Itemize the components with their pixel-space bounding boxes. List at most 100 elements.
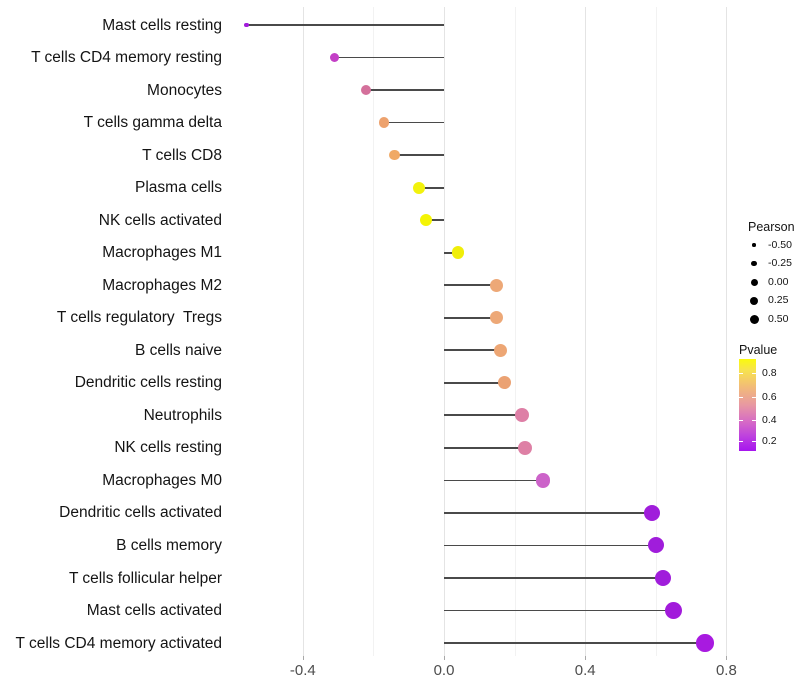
gridline-major [585, 7, 587, 656]
lollipop-stick [366, 89, 444, 91]
lollipop-dot [490, 278, 504, 292]
gridline-major [302, 7, 304, 656]
row-label: Macrophages M0 [102, 471, 222, 489]
lollipop-stick [444, 512, 653, 514]
pvalue-tick-label: 0.2 [762, 434, 777, 447]
row-label: Dendritic cells resting [74, 374, 222, 392]
row-label: T cells regulatory Tregs [56, 309, 222, 327]
row-label: T cells follicular helper [68, 569, 222, 587]
pvalue-gradient-bar [739, 359, 756, 451]
x-axis-tick [302, 656, 304, 660]
row-label: B cells naive [134, 341, 222, 359]
row-label: NK cells resting [114, 439, 222, 457]
lollipop-stick [444, 316, 497, 319]
lollipop-dot [361, 85, 372, 96]
row-label: Mast cells resting [102, 16, 222, 34]
lollipop-dot [493, 343, 507, 357]
pvalue-bar-tick [739, 396, 743, 399]
pvalue-tick-label: 0.6 [762, 390, 777, 403]
row-label: Macrophages M1 [102, 244, 222, 262]
pvalue-bar-tick [739, 440, 743, 443]
pvalue-bar-tick [752, 396, 756, 399]
lollipop-stick [444, 381, 504, 384]
x-axis-tick-label: 0.8 [715, 662, 737, 679]
legend-pearson-label: 0.25 [768, 294, 789, 307]
legend-pearson-title: Pearson [748, 220, 795, 234]
lollipop-dot [490, 311, 504, 325]
x-axis-tick [444, 656, 445, 660]
lollipop-stick [246, 24, 444, 26]
row-label: NK cells activated [98, 211, 222, 229]
gridline-major [726, 7, 728, 656]
lollipop-dot [497, 376, 511, 390]
gridline-minor [373, 7, 375, 656]
lollipop-stick [444, 349, 501, 352]
legend-pearson-dot [749, 314, 759, 324]
legend-pearson-label: -0.50 [768, 238, 792, 251]
lollipop-dot [329, 52, 340, 63]
lollipop-stick [444, 479, 543, 482]
row-label: Macrophages M2 [102, 276, 222, 294]
x-axis-tick [585, 656, 587, 660]
lollipop-dot [664, 602, 682, 620]
x-axis-tick-label: 0.0 [433, 662, 455, 679]
lollipop-dot [420, 214, 433, 227]
row-label: Monocytes [147, 81, 222, 99]
lollipop-dot [647, 537, 664, 554]
pvalue-bar-tick [752, 372, 756, 375]
legend-pearson-label: 0.00 [768, 275, 789, 288]
lollipop-dot [514, 408, 529, 423]
pvalue-tick-label: 0.4 [762, 413, 777, 426]
lollipop-dot [413, 181, 426, 194]
lollipop-stick [444, 544, 656, 547]
lollipop-dot [389, 149, 400, 161]
lollipop-dot [654, 569, 672, 587]
pvalue-bar-tick [739, 419, 743, 422]
row-label: Neutrophils [143, 406, 222, 424]
lollipop-stick [444, 414, 522, 417]
lollipop-stick [444, 642, 706, 644]
row-label: T cells CD8 [142, 146, 222, 164]
lollipop-dot [535, 473, 551, 488]
lollipop-stick [444, 609, 674, 612]
lollipop-stick [334, 56, 444, 59]
x-axis-tick-label: -0.4 [289, 662, 316, 679]
lollipop-dot [378, 117, 390, 128]
row-label: T cells gamma delta [83, 114, 222, 132]
lollipop-stick [383, 121, 444, 124]
legend-pearson-dot [751, 260, 757, 267]
lollipop-stick [426, 219, 444, 222]
row-label: Dendritic cells activated [59, 504, 222, 522]
lollipop-dot [644, 504, 661, 521]
gridline-minor [655, 7, 657, 656]
gridline-major [444, 7, 445, 656]
row-label: B cells memory [116, 536, 222, 554]
pvalue-bar-tick [739, 372, 743, 375]
row-label: Plasma cells [135, 179, 222, 197]
x-axis-tick [726, 656, 728, 660]
legend-pearson-label: 0.50 [768, 312, 789, 325]
pvalue-tick-label: 0.8 [762, 366, 777, 379]
lollipop-stick [444, 251, 459, 254]
legend-pvalue-title: Pvalue [739, 343, 778, 357]
pvalue-bar-tick [752, 419, 756, 422]
lollipop-dot [696, 634, 714, 652]
pvalue-bar-tick [752, 440, 756, 443]
x-axis-tick-label: 0.4 [574, 662, 596, 679]
lollipop-stick [394, 154, 444, 157]
lollipop-dot [518, 440, 533, 455]
lollipop-stick [444, 446, 526, 449]
lollipop-dot [451, 246, 465, 259]
row-label: Mast cells activated [86, 602, 222, 620]
lollipop-stick [444, 284, 497, 287]
lollipop-dot [244, 22, 249, 28]
gridline-minor [514, 7, 516, 656]
legend-pearson-label: -0.25 [768, 257, 792, 270]
row-label: T cells CD4 memory activated [15, 634, 222, 652]
lollipop-stick [419, 186, 444, 189]
lollipop-stick [444, 577, 663, 579]
legend-pearson-dot [752, 243, 756, 247]
row-label: T cells CD4 memory resting [31, 49, 222, 67]
legend-pearson-dot [750, 278, 758, 286]
